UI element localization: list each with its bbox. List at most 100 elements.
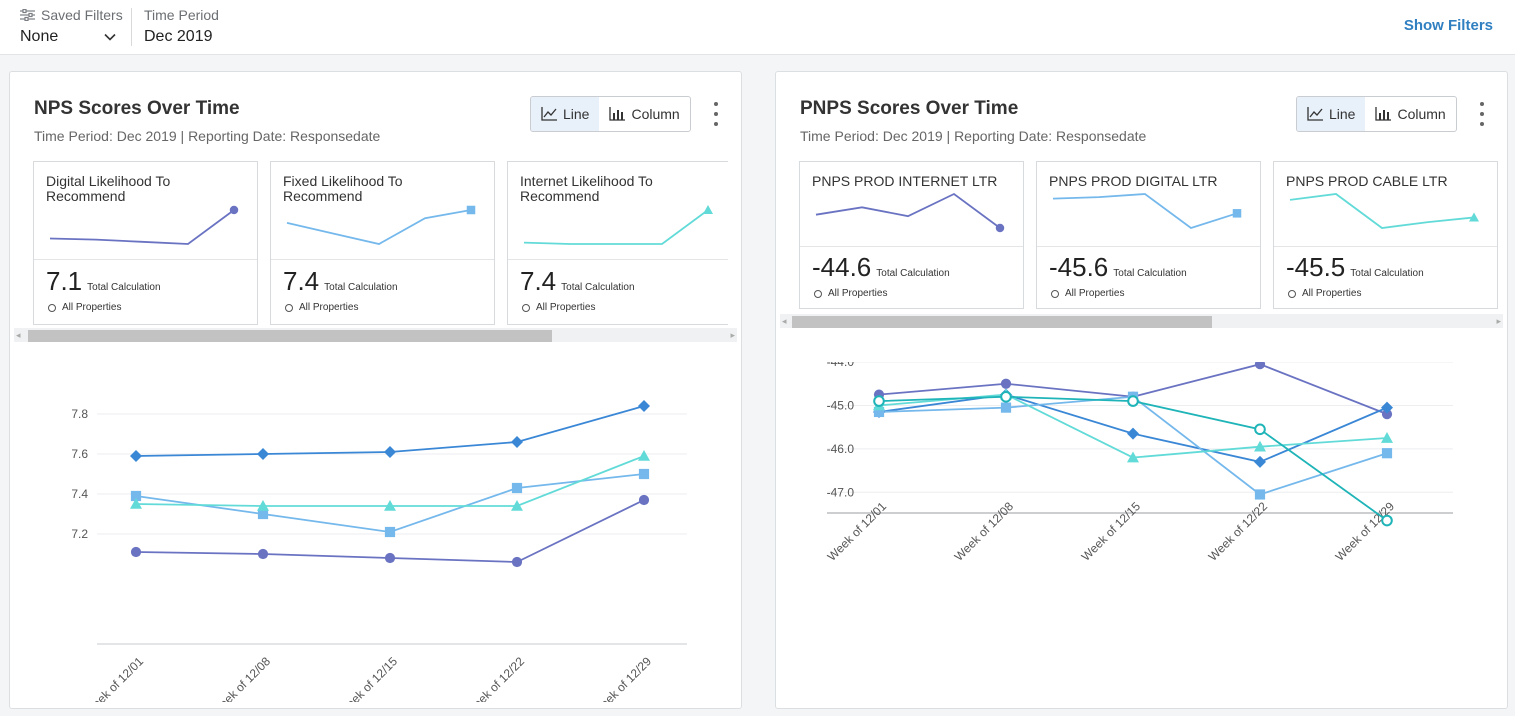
data-point[interactable] [130,546,142,558]
data-point[interactable] [638,468,650,480]
data-point[interactable] [1381,448,1393,459]
sparkline-end-marker[interactable] [703,205,713,214]
data-point[interactable] [257,508,269,520]
y-tick-label: 7.8 [71,407,88,421]
x-tick-label: Week of 12/22 [1206,499,1271,564]
data-point[interactable] [1381,432,1393,443]
sparkline-path [523,209,709,245]
data-point[interactable] [1254,455,1266,468]
nps-line-chart: 7.2 7.4 7.6 7.8 Week of 12/01 Week of 12/08 We… [71,400,687,702]
data-point[interactable] [384,526,396,538]
data-point[interactable] [511,500,523,511]
data-point[interactable] [257,500,269,511]
divider [508,259,728,260]
data-point[interactable] [1000,378,1012,389]
column-toggle-button[interactable]: Column [599,97,689,131]
y-tick-label: -44.0 [827,362,855,369]
kpi-cards: Digital Likelihood To Recommend 7.1 Total … [33,161,728,325]
data-point[interactable] [1127,395,1139,407]
data-point[interactable] [1254,423,1266,436]
data-point[interactable] [873,406,885,418]
data-point[interactable] [1254,362,1266,370]
sparkline [286,205,476,245]
y-tick-label: 7.6 [71,447,88,461]
data-point[interactable] [511,482,523,494]
data-point[interactable] [384,500,396,511]
show-filters-link[interactable]: Show Filters [1403,17,1493,34]
data-point[interactable] [1381,401,1393,414]
cards-scrollbar[interactable]: ◂ ▸ [14,328,737,342]
data-point[interactable] [638,400,650,412]
sparkline-end-marker[interactable] [1232,209,1242,218]
sparkline-end-marker[interactable] [466,205,476,215]
data-point[interactable] [257,548,269,560]
data-point[interactable] [130,450,142,462]
property-label: All Properties [828,288,888,299]
kpi-card-title: PNPS PROD DIGITAL LTR [1049,173,1218,189]
data-point[interactable] [873,395,885,407]
kpi-card[interactable]: Digital Likelihood To Recommend 7.1 Total … [33,161,258,325]
kpi-card[interactable]: PNPS PROD INTERNET LTR -44.6 Total Calcula… [799,161,1024,309]
data-point[interactable] [384,446,396,458]
panel-title: PNPS Scores Over Time [800,98,1019,119]
column-toggle-button[interactable]: Column [1365,97,1455,131]
sparkline-end-marker[interactable] [229,205,239,215]
sparkline-end-marker[interactable] [1469,212,1479,222]
kpi-card-title: PNPS PROD INTERNET LTR [812,173,998,189]
saved-filters-dropdown[interactable]: Saved Filters None [20,6,123,46]
sparkline-path [815,192,1001,229]
property-legend: All Properties [1051,288,1124,299]
data-point[interactable] [638,450,650,461]
data-point[interactable] [1000,402,1012,413]
data-point[interactable] [511,556,523,568]
line-toggle-button[interactable]: Line [1297,97,1366,131]
kpi-calc-label: Total Calculation [87,282,161,293]
scroll-left-icon[interactable]: ◂ [16,330,21,340]
scrollbar-thumb[interactable] [28,330,552,342]
scroll-left-icon[interactable]: ◂ [782,316,787,326]
data-point[interactable] [511,436,523,448]
line-toggle-button[interactable]: Line [531,97,600,131]
filter-bar: Saved Filters None Time Period Dec 2019 … [0,0,1515,55]
property-label: All Properties [1065,288,1125,299]
chevron-down-icon[interactable] [104,33,116,41]
x-tick-label: Week of 12/08 [209,654,274,702]
data-point[interactable] [257,448,269,460]
data-point[interactable] [1254,489,1266,500]
kpi-card[interactable]: Internet Likelihood To Recommend 7.4 Total… [507,161,728,325]
ring-icon [48,303,56,312]
data-point[interactable] [638,494,650,506]
kpi-value-row: 7.4 Total Calculation [283,266,398,297]
data-point[interactable] [130,490,142,502]
kpi-card[interactable]: PNPS PROD CABLE LTR -45.5 Total Calculatio… [1273,161,1498,309]
data-point[interactable] [384,552,396,564]
divider [1274,246,1497,247]
time-period-value: Dec 2019 [144,28,213,45]
kpi-card[interactable]: PNPS PROD DIGITAL LTR -45.6 Total Calculat… [1036,161,1261,309]
scroll-right-icon[interactable]: ▸ [730,330,735,340]
more-options-icon[interactable] [1475,102,1489,126]
property-legend: All Properties [1288,288,1361,299]
sparkline [523,205,713,245]
time-period-selector[interactable]: Time Period Dec 2019 [144,6,219,46]
scroll-right-icon[interactable]: ▸ [1496,316,1501,326]
scrollbar-thumb[interactable] [792,316,1212,328]
kpi-value-row: 7.4 Total Calculation [520,266,635,297]
data-point[interactable] [1381,409,1393,420]
line-toggle-label: Line [563,106,590,122]
kpi-calc-label: Total Calculation [876,268,950,279]
panel-title: NPS Scores Over Time [34,98,240,119]
kpi-card[interactable]: Fixed Likelihood To Recommend 7.4 Total Ca… [270,161,495,325]
data-point[interactable] [130,498,142,509]
data-point[interactable] [1254,440,1266,452]
sparkline-end-marker[interactable] [995,223,1005,233]
data-point[interactable] [1127,451,1139,463]
more-options-icon[interactable] [709,102,723,126]
data-point[interactable] [1127,427,1139,440]
ring-icon [522,303,530,312]
panel-subtitle: Time Period: Dec 2019 | Reporting Date: … [34,128,381,144]
y-tick-label: -47.0 [827,485,855,499]
data-point[interactable] [1381,514,1393,527]
data-point[interactable] [1000,390,1012,403]
cards-scrollbar[interactable]: ◂ ▸ [780,314,1503,328]
